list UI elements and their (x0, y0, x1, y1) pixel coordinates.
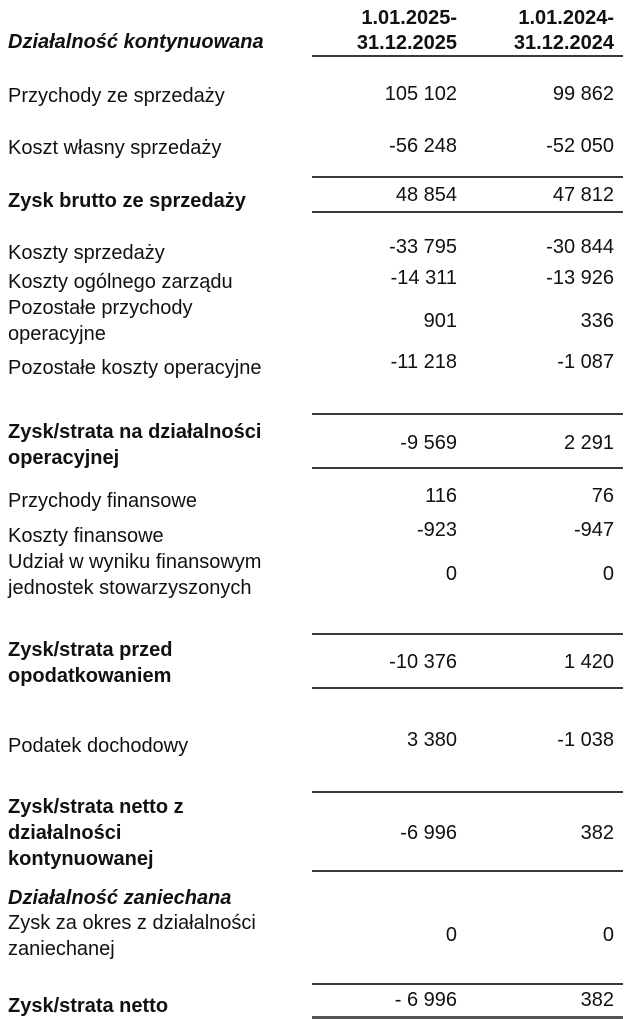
value-2025-discontinued-profit: 0 (445, 924, 457, 946)
rule-net-result-top (312, 983, 623, 985)
rule-operating-top (312, 413, 623, 415)
row-label-cost-of-sales: Koszt własny sprzedaży (8, 137, 222, 159)
row-label-pretax-result-1: Zysk/strata przed (8, 639, 173, 661)
period-header-2025-start: 1.01.2025- (361, 7, 457, 29)
rule-operating-bottom (312, 467, 623, 469)
period-header-2025-end: 31.12.2025 (356, 32, 457, 54)
row-label-other-op-income-2: operacyjne (8, 323, 106, 345)
section-title-continuing: Działalność kontynuowana (8, 31, 264, 53)
rule-gross-bottom (312, 211, 623, 213)
value-2024-finance-income: 76 (591, 485, 614, 507)
value-2025-operating-result: -9 569 (400, 432, 457, 454)
section-title-discontinued: Działalność zaniechana (8, 887, 232, 909)
value-2024-net-continuing: 382 (580, 822, 614, 844)
period-header-2024-start: 1.01.2024- (518, 7, 614, 29)
value-2024-operating-result: 2 291 (563, 432, 614, 454)
row-label-finance-income: Przychody finansowe (8, 490, 197, 512)
header-rule (312, 55, 623, 57)
row-label-revenue: Przychody ze sprzedaży (8, 85, 225, 107)
value-2024-selling-costs: -30 844 (546, 236, 614, 258)
rule-gross-top (312, 176, 623, 178)
value-2025-other-op-income: 901 (423, 310, 457, 332)
value-2025-finance-costs: -923 (416, 519, 457, 541)
value-2025-net-continuing: -6 996 (400, 822, 457, 844)
row-label-net-continuing-3: kontynuowanej (8, 848, 154, 870)
value-2025-finance-income: 116 (425, 485, 457, 507)
value-2025-other-op-costs: -11 218 (390, 351, 457, 373)
row-label-net-continuing-1: Zysk/strata netto z (8, 796, 184, 818)
row-label-finance-costs: Koszty finansowe (8, 525, 164, 547)
row-label-gross-profit: Zysk brutto ze sprzedaży (8, 190, 246, 212)
value-2024-other-op-income: 336 (580, 310, 614, 332)
value-2024-net-result: 382 (580, 989, 614, 1011)
row-label-net-result: Zysk/strata netto (8, 995, 169, 1017)
rule-net-continuing-top (312, 791, 623, 793)
value-2025-associates-share: 0 (445, 563, 457, 585)
value-2025-income-tax: 3 380 (406, 729, 457, 751)
row-label-income-tax: Podatek dochodowy (8, 735, 189, 757)
row-label-associates-share-2: jednostek stowarzyszonych (8, 577, 252, 599)
rule-net-result-bottom (312, 1016, 623, 1019)
row-label-operating-result-2: operacyjnej (8, 447, 120, 469)
value-2024-cost-of-sales: -52 050 (546, 135, 614, 157)
row-label-pretax-result-2: opodatkowaniem (8, 665, 172, 687)
rule-pretax-bottom (312, 687, 623, 689)
row-label-net-continuing-2: działalności (8, 822, 122, 844)
row-label-selling-costs: Koszty sprzedaży (8, 242, 165, 264)
row-label-other-op-income-1: Pozostałe przychody (8, 297, 193, 319)
value-2024-finance-costs: -947 (573, 519, 614, 541)
row-label-discontinued-profit-2: zaniechanej (8, 938, 115, 960)
period-header-2024-end: 31.12.2024 (513, 32, 614, 54)
row-label-associates-share-1: Udział w wyniku finansowym (8, 551, 262, 573)
value-2025-cost-of-sales: -56 248 (389, 135, 457, 157)
row-label-discontinued-profit-1: Zysk za okres z działalności (8, 912, 256, 934)
value-2025-selling-costs: -33 795 (389, 236, 457, 258)
value-2025-net-result: - 6 996 (394, 989, 457, 1011)
value-2024-pretax-result: 1 420 (563, 651, 614, 673)
rule-pretax-top (312, 633, 623, 635)
value-2024-discontinued-profit: 0 (602, 924, 614, 946)
value-2024-admin-costs: -13 926 (546, 267, 614, 289)
row-label-operating-result-1: Zysk/strata na działalności (8, 421, 262, 443)
value-2025-revenue: 105 102 (384, 83, 457, 105)
value-2024-gross-profit: 47 812 (552, 184, 614, 206)
value-2024-associates-share: 0 (602, 563, 614, 585)
value-2024-revenue: 99 862 (552, 83, 614, 105)
value-2025-pretax-result: -10 376 (389, 651, 457, 673)
value-2024-income-tax: -1 038 (557, 729, 614, 751)
rule-net-continuing-bottom (312, 870, 623, 872)
value-2025-gross-profit: 48 854 (395, 184, 457, 206)
value-2024-other-op-costs: -1 087 (557, 351, 614, 373)
value-2025-admin-costs: -14 311 (390, 267, 457, 289)
row-label-admin-costs: Koszty ogólnego zarządu (8, 271, 233, 293)
row-label-other-op-costs: Pozostałe koszty operacyjne (8, 357, 262, 379)
